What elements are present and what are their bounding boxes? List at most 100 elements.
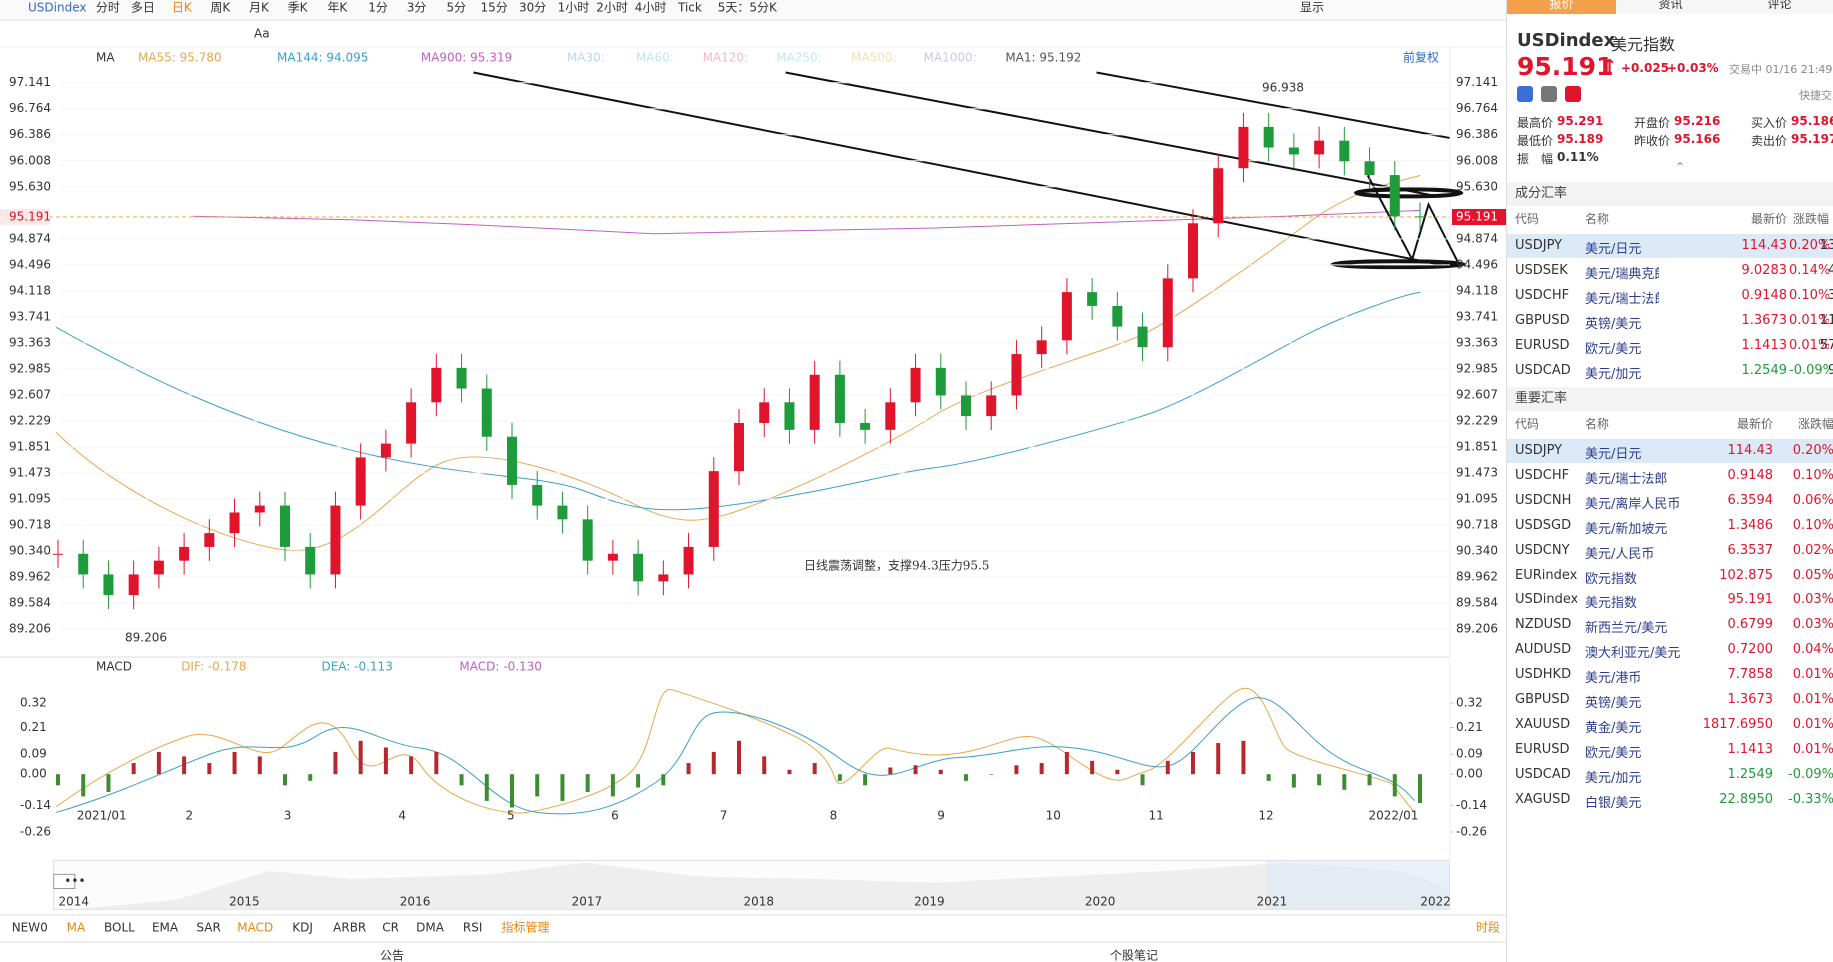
period-tab[interactable]: 4小时 xyxy=(635,1,667,15)
y-tick-label: -0.14 xyxy=(1456,798,1487,812)
period-tab[interactable]: 1小时 xyxy=(558,1,590,15)
period-tab[interactable]: 5天：5分K xyxy=(718,1,778,15)
candle xyxy=(1238,126,1249,169)
indicator-tab[interactable]: BOLL xyxy=(104,921,135,935)
y-tick-label: 89.962 xyxy=(9,570,51,584)
candle xyxy=(128,574,139,596)
macd-bar xyxy=(358,740,363,775)
indicator-tab[interactable]: RSI xyxy=(463,921,483,935)
period-tab[interactable]: 多日 xyxy=(131,1,155,15)
table-cell: 3.60 xyxy=(1797,288,1833,303)
period-tab[interactable]: 5分 xyxy=(447,1,467,15)
y-tick-label: 0.09 xyxy=(1456,747,1483,761)
indicator-tab[interactable]: KDJ xyxy=(292,921,313,935)
table-cell: 1.2549 xyxy=(1727,766,1774,782)
macd-bar xyxy=(1140,774,1145,786)
panel-icon[interactable] xyxy=(1517,86,1533,102)
ma-label: MA500: xyxy=(851,51,897,65)
period-tab[interactable]: Tick xyxy=(677,1,702,15)
y-tick-label: 93.363 xyxy=(9,335,51,349)
table-cell: XAUUSD xyxy=(1515,716,1571,732)
indicator-tab[interactable]: SAR xyxy=(196,921,220,935)
table-cell: 13.60 xyxy=(1819,238,1833,253)
macd-bar xyxy=(1241,740,1246,775)
y-tick-label: 92.229 xyxy=(1456,413,1498,427)
indicator-tab[interactable]: CR xyxy=(382,921,399,935)
y-tick-label: 0.21 xyxy=(1456,720,1483,734)
indicator-tab[interactable]: MA xyxy=(67,921,86,935)
table-cell: USDJPY xyxy=(1515,443,1563,458)
bottom-tab[interactable]: 公告 xyxy=(380,949,404,962)
period-tab[interactable]: 分时 xyxy=(96,1,120,15)
y-tick-label: 92.607 xyxy=(1456,387,1498,401)
stat-value: 95.189 xyxy=(1557,132,1604,146)
navigator-more[interactable]: ••• xyxy=(64,874,85,888)
indicator-tab[interactable]: EMA xyxy=(152,921,179,935)
low-label: 89.206 xyxy=(125,631,167,645)
table-cell: 1.3673 xyxy=(1741,312,1788,328)
table-cell: XAGUSD xyxy=(1515,791,1571,807)
panel-tab[interactable]: 报价 xyxy=(1507,0,1616,14)
period-tab[interactable]: 3分 xyxy=(407,1,427,15)
candle xyxy=(582,519,593,561)
table-cell: 11.90 xyxy=(1819,312,1833,328)
table-cell: 欧元指数 xyxy=(1585,571,1638,587)
x-tick-label: 12 xyxy=(1258,809,1273,823)
panel-price: 95.191 xyxy=(1517,52,1614,81)
period-tab[interactable]: 15分 xyxy=(480,1,507,15)
period-tab[interactable]: 30分 xyxy=(519,1,546,15)
panel-name: 美元指数 xyxy=(1611,35,1676,54)
indicator-tab[interactable]: ARBR xyxy=(333,921,366,935)
table-row[interactable] xyxy=(1507,234,1833,258)
period-tab[interactable]: 周K xyxy=(210,1,231,15)
indicator-tab[interactable]: DMA xyxy=(416,921,445,935)
stat-value: 0.11% xyxy=(1557,150,1599,164)
macd-bar xyxy=(1266,774,1271,781)
adjust-button[interactable]: 前复权 xyxy=(1403,50,1439,65)
period-button[interactable]: 时段 xyxy=(1476,920,1500,935)
table-row[interactable] xyxy=(1507,439,1833,463)
display-menu[interactable]: 显示 xyxy=(1300,1,1324,15)
macd-bar xyxy=(484,774,489,801)
panel-tab[interactable]: 评论 xyxy=(1725,0,1833,14)
macd-bar xyxy=(1014,765,1019,775)
x-tick-label: 8 xyxy=(830,809,838,823)
navigator-window[interactable] xyxy=(1266,860,1450,910)
table-cell: 英镑/美元 xyxy=(1585,696,1642,711)
period-tab[interactable]: 季K xyxy=(288,1,309,15)
y-tick-label: -0.14 xyxy=(20,798,51,812)
quick-trade[interactable]: 快捷交易 xyxy=(1799,89,1833,102)
table-cell: 0.9148 xyxy=(1727,467,1774,483)
y-tick-label: 94.874 xyxy=(1456,231,1498,245)
period-tab[interactable]: 1分 xyxy=(368,1,388,15)
candle xyxy=(1415,216,1425,218)
bottom-tab[interactable]: 个股笔记 xyxy=(1110,948,1158,962)
navigator-button[interactable] xyxy=(54,874,75,888)
period-tab[interactable]: 月K xyxy=(249,1,270,15)
period-tab[interactable]: 2小时 xyxy=(596,1,628,15)
period-tab[interactable]: 日K xyxy=(172,1,193,15)
period-tab[interactable]: 年K xyxy=(327,1,348,15)
panel-icon[interactable] xyxy=(1565,86,1581,102)
stat-value: 95.216 xyxy=(1674,114,1721,128)
indicator-tab[interactable]: NEW0 xyxy=(12,921,48,935)
y-tick-label: 97.141 xyxy=(9,75,51,89)
table-cell: 0.20% xyxy=(1792,443,1833,458)
macd-bar xyxy=(610,774,615,797)
candle xyxy=(860,422,871,430)
x-tick-label: 2022/01 xyxy=(1369,809,1419,823)
panel-icon[interactable] xyxy=(1541,86,1557,102)
font-tool[interactable]: Aa xyxy=(254,27,270,41)
indicator-tab[interactable]: MACD xyxy=(237,921,273,935)
table-cell: 欧元/美元 xyxy=(1585,341,1642,357)
macd-bar xyxy=(938,769,943,775)
y-tick-label: 94.118 xyxy=(9,283,51,297)
ma-label: MA120: xyxy=(703,51,749,65)
table-cell: 0.7200 xyxy=(1727,642,1774,658)
navigator-area xyxy=(70,862,1448,910)
macd-bar xyxy=(812,763,817,775)
panel-tab[interactable]: 资讯 xyxy=(1616,0,1725,14)
symbol-link[interactable]: USDindex xyxy=(28,1,86,15)
panel-status: 交易中 01/16 21:49(美东) xyxy=(1729,63,1833,76)
indicator-tab[interactable]: 指标管理 xyxy=(502,920,550,935)
